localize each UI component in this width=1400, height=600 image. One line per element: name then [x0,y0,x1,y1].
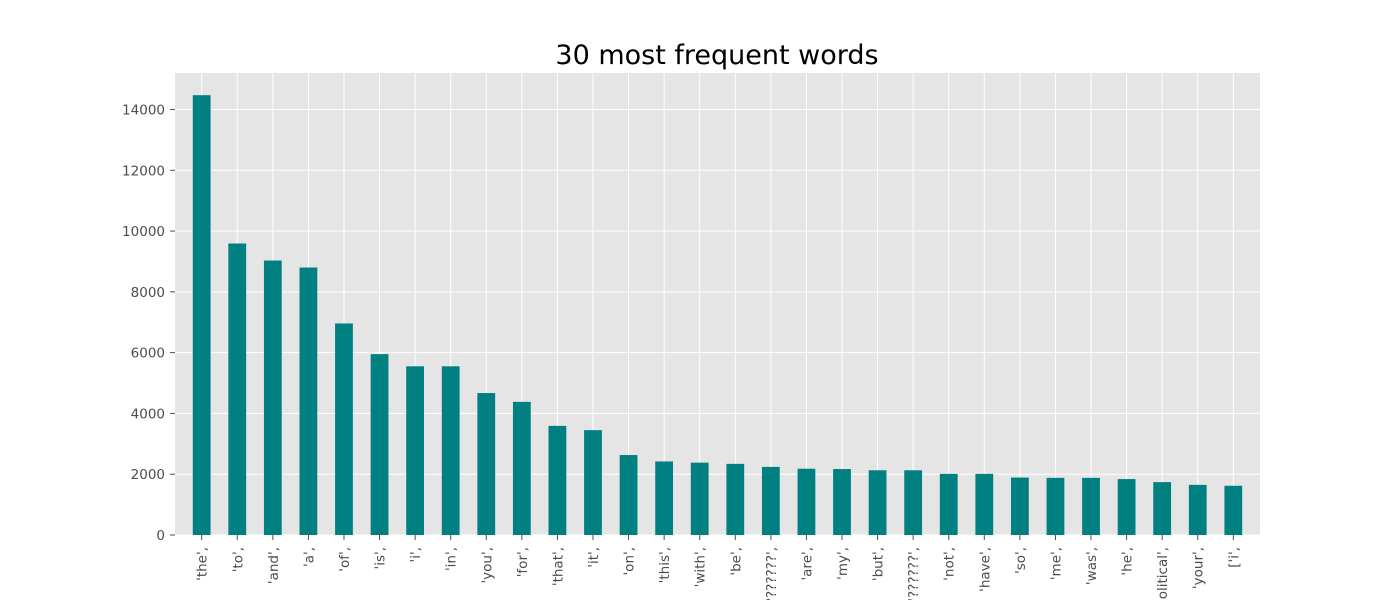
x-tick-label: 'he', [1120,547,1136,576]
bar [1117,479,1136,535]
bar [904,470,923,535]
bar [1082,477,1100,535]
x-tick-label: 'with', [693,547,709,587]
bar [477,393,496,535]
bar [833,469,851,535]
x-tick-label: 'of', [337,547,353,572]
bar [761,466,780,535]
x-tick-label: ['i', [1226,547,1242,568]
bar [1224,485,1243,535]
bar [370,354,389,535]
x-tick-label: 'in', [444,547,460,571]
bar [1153,482,1172,535]
x-tick-label: 'my', [835,547,851,580]
x-tick-label: 'me', [1048,547,1064,580]
x-tick-label: 'is', [373,547,389,570]
y-tick-label: 6000 [131,346,165,362]
x-tick-label: 'a', [301,547,317,567]
x-tick-label: 'you', [479,547,495,584]
x-tick-label: 'to', [230,547,246,572]
x-tick-label: 'that', [550,547,566,586]
bars [192,95,1243,536]
y-tick-label: 2000 [131,467,165,483]
bar [1010,477,1029,535]
x-tick-label: 'so', [1013,547,1029,574]
bar [939,473,958,535]
bar [263,260,282,535]
bar [512,401,531,535]
x-tick-label: '????????', [764,547,780,600]
x-tick-label: 'on', [622,547,638,576]
y-tick-label: 0 [156,528,165,544]
y-axis-ticks: 0 2000 4000 6000 8000 10000 12000 14000 [122,102,175,544]
x-tick-label: 'i', [408,547,424,562]
x-tick-label: 'it', [586,547,602,568]
bar [548,425,567,535]
y-tick-label: 14000 [122,102,165,118]
x-tick-label: 'not', [942,547,958,581]
y-tick-label: 4000 [131,406,165,422]
x-tick-label: 'the', [195,547,211,581]
bar [690,462,709,535]
bar [868,470,887,535]
x-tick-label: 'was', [1084,547,1100,585]
bar [619,455,638,535]
bar [335,323,353,535]
y-tick-label: 12000 [122,163,165,179]
bar [1046,477,1065,535]
y-tick-label: 10000 [122,224,165,240]
bar [726,463,745,535]
bar [192,95,211,535]
bar [228,243,247,536]
bar [441,366,460,535]
bar [975,473,994,535]
bar [584,430,602,535]
bar [655,461,674,535]
chart-title: 30 most frequent words [555,40,878,71]
plot-area [175,73,1260,535]
y-tick-label: 8000 [131,285,165,301]
x-axis-ticks: 'the', 'to', 'and', 'a', 'of', 'is', 'i', 'in',… [195,535,1242,600]
bar [1188,484,1207,535]
x-tick-label: 'are', [799,547,815,581]
x-tick-label: 'political', [1155,547,1171,600]
bar [299,267,318,535]
bar [797,468,816,535]
x-tick-label: 'your', [1191,547,1207,589]
x-tick-label: 'be', [728,547,744,576]
x-tick-label: 'and', [266,547,282,584]
x-tick-label: '??????', [906,547,922,600]
x-tick-label: 'but', [871,547,887,581]
bar [406,366,425,535]
x-tick-label: 'for', [515,547,531,577]
x-tick-label: 'have', [977,547,993,592]
x-tick-label: 'this', [657,547,673,583]
